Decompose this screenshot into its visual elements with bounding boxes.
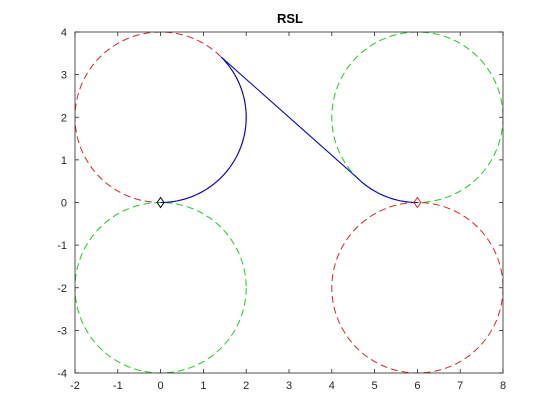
path-segment-1 <box>160 56 247 204</box>
y-tick-label: -2 <box>57 283 67 295</box>
y-tick-label: 4 <box>61 27 67 39</box>
y-tick-label: 0 <box>61 198 67 210</box>
path-segment-2 <box>220 56 358 178</box>
turning-circle-2 <box>75 202 247 373</box>
x-tick-label: 8 <box>500 380 506 392</box>
turning-circle-4 <box>331 202 503 373</box>
y-tick-label: -1 <box>57 240 67 252</box>
axes-box <box>74 31 504 374</box>
chart-title: RSL <box>277 11 303 26</box>
x-tick-label: -1 <box>113 380 123 392</box>
y-tick-label: -3 <box>57 325 67 337</box>
y-tick-label: -4 <box>57 368 67 380</box>
x-tick-label: 5 <box>372 380 378 392</box>
x-tick-label: 3 <box>286 380 292 392</box>
x-tick-label: 7 <box>457 380 463 392</box>
goal-pose-marker <box>413 196 422 209</box>
turning-circle-3 <box>331 32 503 203</box>
x-tick-label: 4 <box>329 380 335 392</box>
x-tick-label: 0 <box>158 380 164 392</box>
axes-layer: -2 -1 0 1 2 3 4 5 6 7 8 -4 -3 -2 -1 0 1 2 3 4 <box>57 27 506 392</box>
x-tick-label: 2 <box>243 380 249 392</box>
x-tick-label: -2 <box>70 380 80 392</box>
path-segment-3 <box>356 177 418 204</box>
y-tick-label: 3 <box>61 70 67 82</box>
y-tick-label: 1 <box>61 155 67 167</box>
x-tick-label: 6 <box>414 380 420 392</box>
x-tick-label: 1 <box>200 380 206 392</box>
turning-circle-1 <box>75 32 247 203</box>
start-pose-marker <box>156 196 165 209</box>
plot-layer <box>75 32 503 373</box>
y-tick-label: 2 <box>61 112 67 124</box>
